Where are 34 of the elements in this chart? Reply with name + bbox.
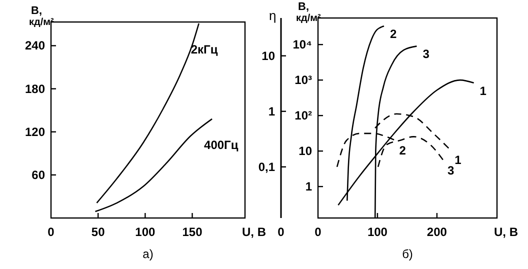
series-label: 2 [390, 27, 398, 42]
series-label: 3 [422, 47, 430, 62]
y-tick-label: 1 [305, 180, 312, 194]
x-axis-title: U, В [494, 225, 518, 239]
y-tick-label: 10⁴ [292, 38, 312, 52]
y-tick-label: 0,1 [258, 160, 276, 174]
series-label: 1 [454, 153, 462, 168]
text: а) [142, 247, 154, 261]
y-tick-label: 1 [268, 104, 276, 118]
x-tick-label: 0 [314, 225, 322, 239]
x-tick-label: 50 [91, 225, 106, 239]
y-tick-label: 10² [294, 108, 312, 123]
y-tick-label: 10 [298, 144, 312, 158]
series-label: 1 [480, 84, 487, 98]
y-axis-title: η [269, 8, 276, 23]
x-tick-label: 150 [182, 225, 203, 239]
series-label: 2 [399, 143, 406, 158]
series-label: 400Гц [204, 138, 239, 152]
y-tick-label: 240 [24, 38, 46, 53]
x-axis-title: U, В [242, 225, 266, 239]
x-tick-label: 100 [135, 225, 156, 239]
y-tick-label: 10³ [294, 73, 312, 88]
x-tick-label: 200 [426, 225, 448, 239]
y-tick-label: 10 [262, 48, 276, 63]
y-tick-label: 60 [32, 168, 46, 182]
series-label: 2кГц [190, 42, 218, 56]
y-axis-title: B, кд/м² [296, 1, 322, 24]
y-tick-label: 180 [24, 82, 46, 96]
x-tick-label: 0 [48, 225, 55, 239]
text: б) [402, 247, 413, 261]
x-tick-label: 100 [367, 225, 388, 239]
series-label: 3 [447, 164, 454, 178]
y-tick-label: 120 [24, 124, 46, 139]
y-axis-title: B, кд/м² [29, 5, 55, 28]
